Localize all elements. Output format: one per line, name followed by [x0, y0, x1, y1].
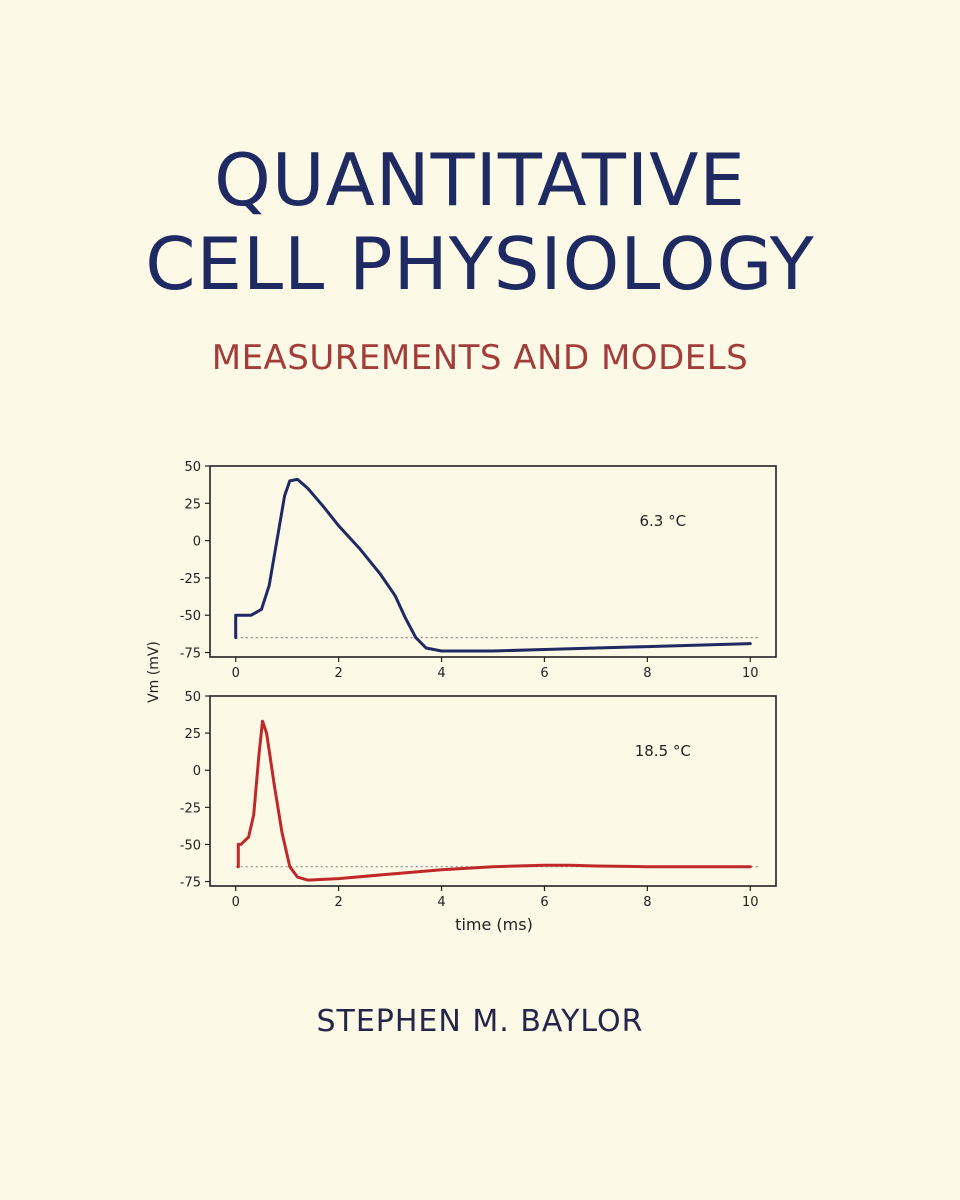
panel-2-x-tick-label-2: 2 — [334, 895, 342, 910]
panel-2-x-tick-label-4: 4 — [437, 895, 445, 910]
cover-subtitle: MEASUREMENTS AND MODELS — [211, 338, 749, 378]
cover-title-line-2: CELL PHYSIOLOGY — [145, 222, 815, 306]
panel-1-frame — [209, 465, 777, 658]
cover-author: STEPHEN M. BAYLOR — [316, 1004, 644, 1039]
panel-2-x-tick-label-8: 8 — [643, 895, 651, 910]
panel-1-y-tick-label--75: -75 — [180, 647, 201, 662]
x-axis-label: time (ms) — [455, 915, 533, 934]
panel-1-x-tick-label-2: 2 — [334, 666, 342, 681]
panel-2-y-tick-label-25: 25 — [184, 727, 201, 742]
panel-1-y-tick-label--50: -50 — [180, 609, 201, 624]
panel-2-x-tick-label-6: 6 — [540, 895, 548, 910]
panel-2-y-tick-label--75: -75 — [180, 876, 201, 891]
panel-2-trace — [236, 719, 752, 882]
panel-1-trace — [234, 477, 752, 653]
panel-2-y-tick-label--50: -50 — [180, 838, 201, 853]
panel-1-y-tick-label-25: 25 — [184, 497, 201, 512]
panel-1-x-tick-label-4: 4 — [437, 666, 445, 681]
panel-1-x-tick-label-6: 6 — [540, 666, 548, 681]
panel-2-frame — [209, 695, 777, 887]
panel-1-x-tick-label-0: 0 — [232, 666, 240, 681]
panel-2-y-tick-label--25: -25 — [180, 801, 201, 816]
panel-1-temperature-label: 6.3 °C — [639, 512, 686, 530]
panel-1-x-tick-label-10: 10 — [742, 666, 759, 681]
cover-title-line-1: QUANTITATIVE — [214, 138, 746, 222]
panel-2-y-tick-label-50: 50 — [184, 690, 201, 705]
panel-2-y-tick-label-0: 0 — [193, 764, 201, 779]
panel-2-x-tick-label-0: 0 — [232, 895, 240, 910]
panel-2-x-tick-label-10: 10 — [742, 895, 759, 910]
panel-1-y-tick-label-50: 50 — [184, 460, 201, 475]
panel-1-x-tick-label-8: 8 — [643, 666, 651, 681]
y-axis-label: Vm (mV) — [146, 641, 162, 703]
panel-1-y-tick-label--25: -25 — [180, 572, 201, 587]
panel-2-temperature-label: 18.5 °C — [635, 742, 691, 760]
panel-1-y-tick-label-0: 0 — [193, 535, 201, 550]
